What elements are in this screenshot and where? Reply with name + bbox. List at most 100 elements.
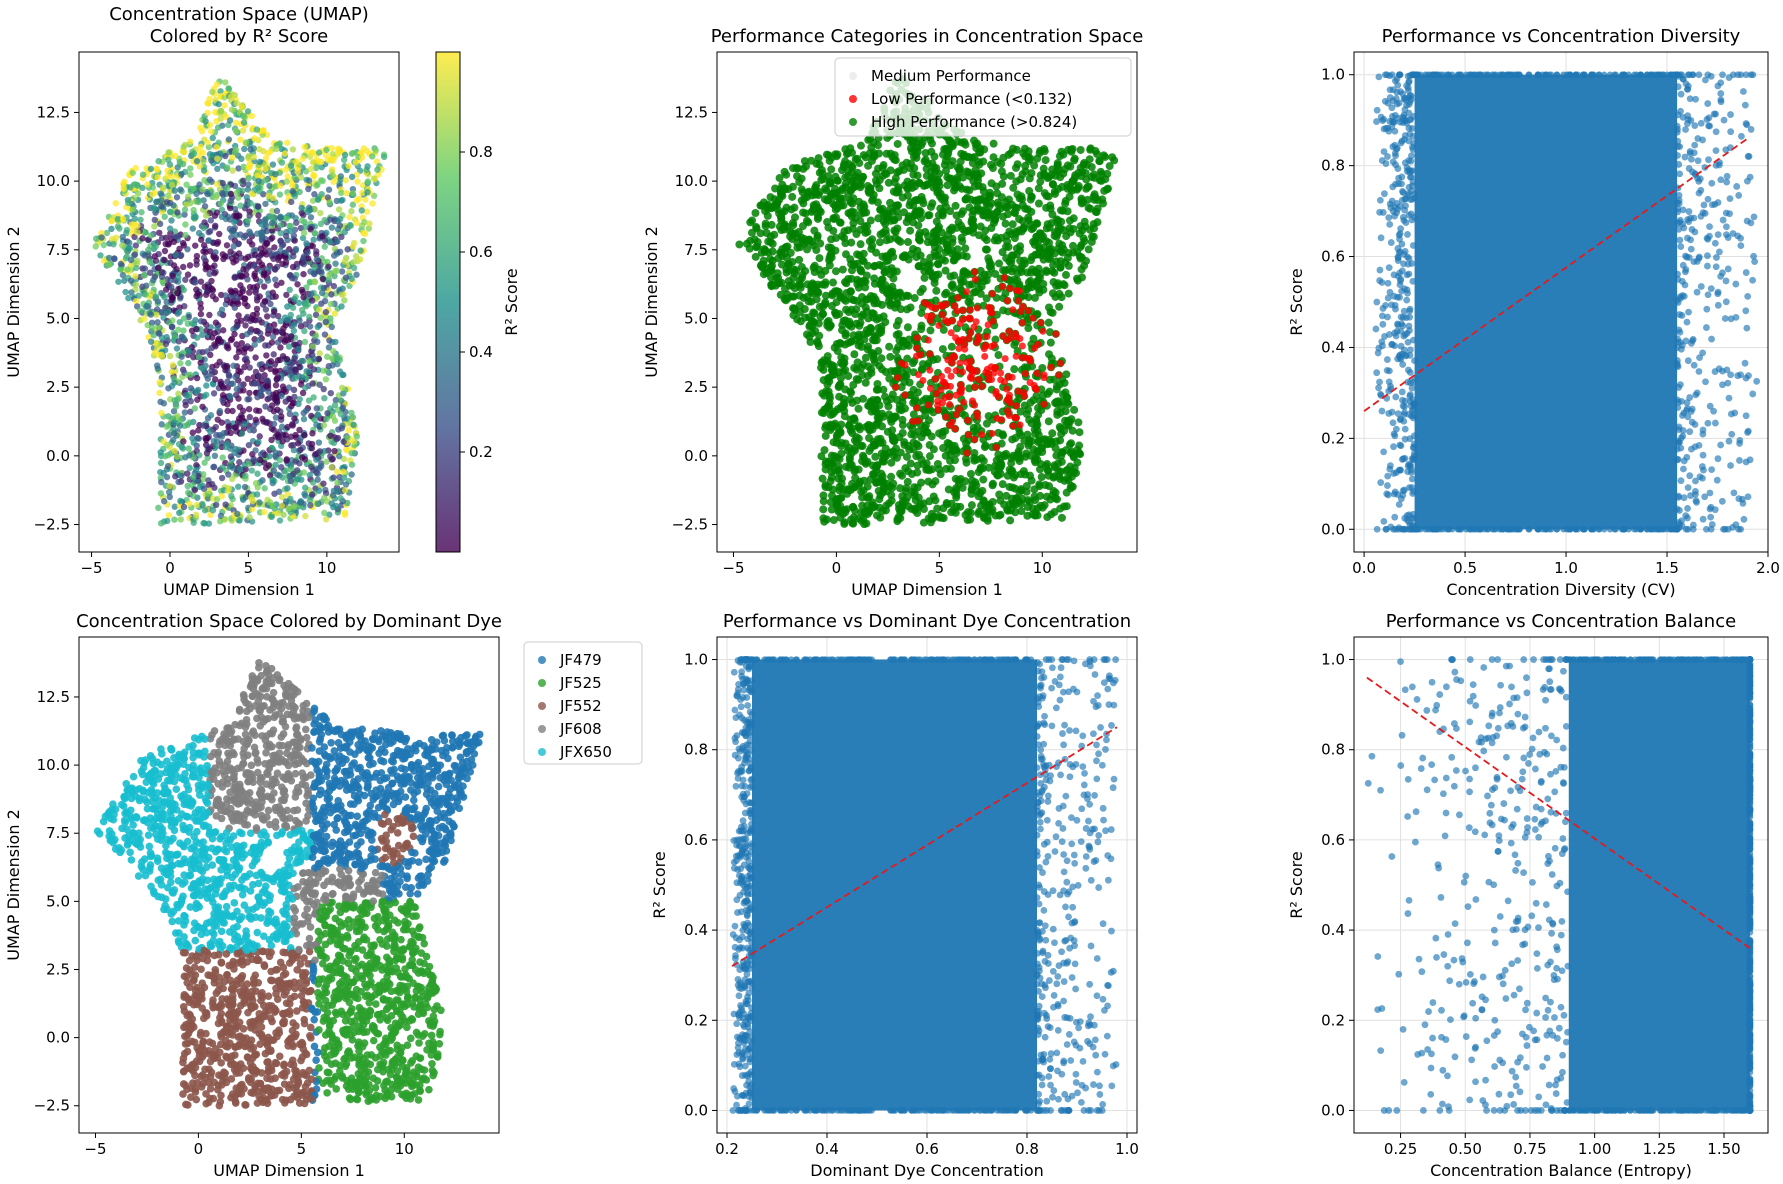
data-point xyxy=(212,376,219,383)
data-point xyxy=(213,180,221,188)
data-point xyxy=(305,177,313,184)
data-point xyxy=(221,253,229,260)
data-point xyxy=(322,318,330,326)
high-performance-point xyxy=(926,135,935,144)
data-point xyxy=(252,447,259,454)
data-point xyxy=(360,145,368,152)
data-point xyxy=(138,209,145,216)
data-point xyxy=(246,289,253,296)
data-point xyxy=(199,500,206,508)
data-point xyxy=(157,490,165,497)
data-point xyxy=(200,167,208,174)
data-point xyxy=(203,321,210,328)
data-point xyxy=(360,237,367,245)
data-point xyxy=(134,229,141,236)
data-point xyxy=(210,390,218,397)
data-point xyxy=(273,375,280,383)
high-performance-point xyxy=(927,147,936,156)
data-point xyxy=(345,162,352,170)
data-point xyxy=(272,276,279,283)
high-performance-point xyxy=(1056,173,1065,182)
high-performance-point xyxy=(821,266,830,275)
high-performance-point xyxy=(971,140,980,149)
data-point xyxy=(137,307,144,314)
data-point xyxy=(249,311,257,319)
data-point xyxy=(149,191,156,198)
data-point xyxy=(343,446,350,453)
high-performance-point xyxy=(928,480,937,489)
data-point xyxy=(212,249,219,256)
y-tick-label: 0.0 xyxy=(46,447,70,465)
data-point xyxy=(314,338,321,346)
data-point xyxy=(226,225,234,233)
data-point xyxy=(286,472,293,480)
data-point xyxy=(132,281,140,288)
high-performance-point xyxy=(1033,154,1042,163)
data-point xyxy=(192,242,199,249)
data-point xyxy=(153,198,160,205)
data-point xyxy=(201,203,209,210)
data-point xyxy=(362,196,369,203)
data-point xyxy=(242,322,249,329)
data-point xyxy=(230,243,237,250)
high-performance-point xyxy=(788,182,797,191)
data-point xyxy=(364,163,371,170)
data-point xyxy=(332,338,339,346)
data-point xyxy=(343,189,350,197)
data-point xyxy=(238,317,245,324)
data-point xyxy=(277,238,285,245)
high-performance-point xyxy=(885,374,894,383)
data-point xyxy=(296,460,303,467)
high-performance-point xyxy=(898,415,907,424)
data-point xyxy=(201,507,209,514)
data-point xyxy=(237,231,244,238)
data-point xyxy=(166,352,174,360)
data-point xyxy=(177,516,184,523)
data-point xyxy=(290,253,297,260)
high-performance-point xyxy=(1004,242,1013,251)
data-point xyxy=(218,493,226,500)
data-point xyxy=(146,258,153,266)
data-point xyxy=(208,367,215,375)
data-point xyxy=(328,323,335,331)
data-point xyxy=(246,413,253,421)
data-point xyxy=(223,242,231,249)
data-point xyxy=(156,229,163,236)
data-point xyxy=(246,389,253,397)
data-point xyxy=(160,400,168,407)
plot-area xyxy=(735,75,1119,529)
data-point xyxy=(353,197,360,204)
high-performance-point xyxy=(858,457,867,466)
data-point xyxy=(156,389,163,397)
data-point xyxy=(241,483,249,491)
data-point xyxy=(137,216,144,223)
data-point xyxy=(321,331,329,338)
data-point xyxy=(228,288,235,296)
high-performance-point xyxy=(858,442,867,451)
data-point xyxy=(340,156,348,164)
high-performance-point xyxy=(1055,152,1064,161)
data-point xyxy=(245,395,253,403)
data-point xyxy=(197,143,204,150)
data-point xyxy=(270,408,278,415)
data-point xyxy=(282,498,290,505)
high-performance-point xyxy=(929,492,938,501)
data-point xyxy=(187,398,194,405)
data-point xyxy=(286,286,293,294)
data-point xyxy=(312,333,319,340)
data-point xyxy=(233,386,241,393)
data-point xyxy=(154,323,162,331)
data-point xyxy=(180,438,187,445)
data-point xyxy=(334,148,342,156)
data-point xyxy=(305,440,312,447)
data-point xyxy=(197,304,205,312)
data-point xyxy=(219,454,226,461)
data-point xyxy=(255,336,263,344)
high-performance-point xyxy=(892,444,901,453)
high-performance-point xyxy=(1016,431,1025,440)
high-performance-point xyxy=(939,444,948,453)
data-point xyxy=(281,150,289,157)
high-performance-point xyxy=(874,214,883,223)
data-point xyxy=(182,231,189,239)
data-point xyxy=(316,381,323,388)
